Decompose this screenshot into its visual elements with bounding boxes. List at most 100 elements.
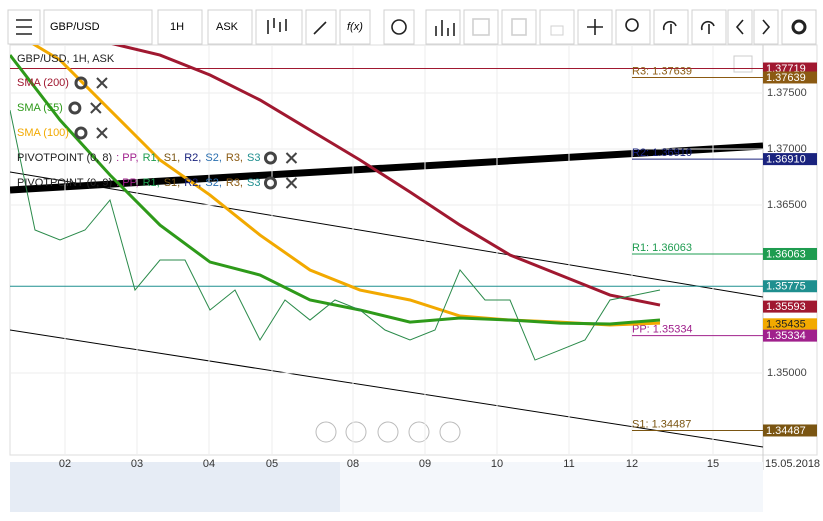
scroll-left[interactable] [315, 421, 337, 443]
pivot-label: R1: 1.36063 [632, 242, 692, 254]
reset[interactable] [377, 421, 399, 443]
symbol-select[interactable] [43, 9, 153, 45]
interval: 1H [170, 21, 184, 33]
drawings [10, 142, 763, 448]
channel-bottom [10, 329, 763, 448]
price-tag [763, 153, 817, 166]
pivot-part: R1, [143, 152, 160, 164]
y-tick-label: 1.35000 [767, 367, 807, 379]
pivot-part: : PP, [116, 177, 138, 189]
y-tick-label: 1.36500 [767, 199, 807, 211]
pivot-part: R2, [184, 177, 201, 189]
side: ASK [216, 21, 239, 33]
pivot-part: S3 [247, 152, 260, 164]
x-tick-label: 03 [131, 458, 143, 470]
remove-icon[interactable] [90, 102, 102, 114]
date-label: 15.05.2018 [765, 458, 820, 470]
navigator-window[interactable] [10, 462, 340, 512]
indicator-label: SMA (100) [17, 127, 69, 139]
price-tag-label: 1.34487 [766, 425, 806, 437]
x-tick-label: 02 [59, 458, 71, 470]
price-tag-label: 1.36063 [766, 248, 806, 260]
side-select[interactable] [207, 9, 253, 45]
pivot-part: R3, [226, 152, 243, 164]
remove-icon[interactable] [96, 127, 108, 139]
price-line [10, 109, 661, 361]
pivot-label: S1: 1.34487 [632, 418, 691, 430]
sma-line [111, 45, 661, 307]
price-tag-label: 1.35435 [766, 319, 806, 331]
info-button[interactable] [383, 9, 415, 45]
plot-frame [9, 44, 818, 456]
next-button[interactable] [753, 9, 779, 45]
settings-icon[interactable] [74, 76, 88, 90]
x-tick-label: 09 [419, 458, 431, 470]
channel-top [10, 171, 763, 298]
x-tick-label: 04 [203, 458, 215, 470]
toolbar: GBP/USD 1H ASK f(x) [7, 9, 817, 45]
pivot-indicator-label: PIVOTPOINT (0, 8) [17, 152, 112, 164]
price-tag-label: 1.36910 [766, 154, 806, 166]
pivot-part: R2, [184, 152, 201, 164]
trend-line [10, 142, 763, 194]
instrument-label: GBP/USD, 1H, ASK [17, 53, 115, 65]
pivot-part: S3 [247, 177, 260, 189]
remove-icon[interactable] [285, 177, 298, 189]
x-tick-label: 11 [563, 458, 574, 470]
price-tag-label: 1.35334 [766, 330, 806, 342]
pivot-label: R2: 1.36910 [632, 147, 692, 159]
pivot-indicator-label: PIVOTPOINT (0, 9) [17, 177, 112, 189]
settings-icon[interactable] [74, 126, 88, 140]
indicator-label: SMA (200) [17, 77, 69, 89]
expand-button[interactable] [733, 55, 753, 73]
pivot-part: S2, [205, 177, 222, 189]
pivot-part: S1, [164, 177, 181, 189]
interval-select[interactable] [157, 9, 203, 45]
price-tag [763, 424, 817, 437]
pivot-label: R3: 1.37639 [632, 65, 692, 77]
zoom-out[interactable] [345, 421, 367, 443]
pivot-part: S1, [164, 152, 181, 164]
price-tag-label: 1.35775 [766, 281, 806, 293]
settings-icon[interactable] [263, 151, 277, 165]
price-tag [763, 329, 817, 342]
pivot-part: R3, [226, 177, 243, 189]
x-tick-label: 10 [491, 458, 503, 470]
price-tag [763, 300, 817, 313]
price-tag-label: 1.37639 [766, 72, 806, 84]
x-tick-label: 05 [266, 458, 278, 470]
settings-icon[interactable] [263, 176, 277, 190]
settings-button[interactable] [781, 9, 817, 45]
pivot-part: R1, [143, 177, 160, 189]
x-tick-label: 15 [707, 458, 719, 470]
price-tag [763, 71, 817, 84]
zoom-in[interactable] [408, 421, 430, 443]
function-button[interactable] [339, 9, 371, 45]
pivot-part: : PP, [116, 152, 138, 164]
sma-line [10, 54, 661, 326]
nav-buttons [315, 421, 461, 443]
zoom-button[interactable] [615, 9, 651, 45]
price-tag-label: 1.35593 [766, 301, 806, 313]
prev-button[interactable] [727, 9, 753, 45]
price-tag [763, 247, 817, 260]
chart-type-button[interactable] [255, 9, 303, 45]
pivot-label: PP: 1.35334 [632, 324, 693, 336]
settings-icon[interactable] [68, 101, 82, 115]
x-tick-label: 12 [626, 458, 638, 470]
plot: R3: 1.37639 R2: 1.36910 R1: 1.36063 PP: 1.3… [10, 45, 763, 455]
x-tick-label: 08 [347, 458, 359, 470]
remove-icon[interactable] [285, 152, 298, 164]
fx-icon: f(x) [347, 21, 363, 33]
scroll-right[interactable] [439, 421, 461, 443]
price-tag [763, 280, 817, 293]
remove-icon[interactable] [96, 77, 108, 89]
indicators-button[interactable] [425, 9, 461, 45]
symbol: GBP/USD [50, 21, 100, 33]
y-tick-label: 1.37000 [767, 143, 807, 155]
y-tick-label: 1.37500 [767, 87, 807, 99]
pivot-part: S2, [205, 152, 222, 164]
indicator-label: SMA (55) [17, 102, 63, 114]
price-tag [763, 318, 817, 331]
